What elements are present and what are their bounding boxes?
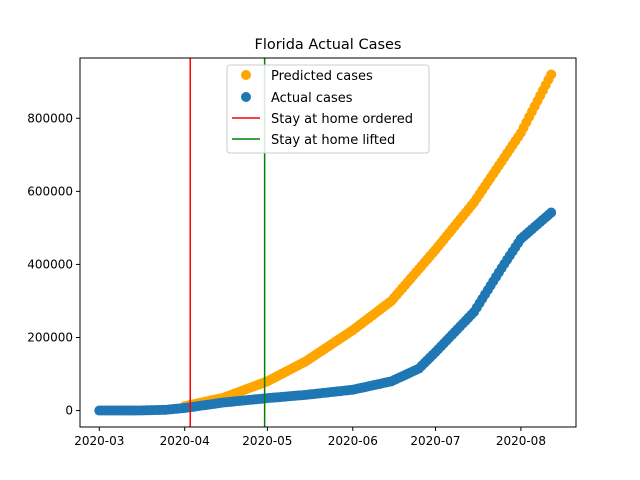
axes-frame xyxy=(79,57,577,428)
y-tick-label: 600000 xyxy=(27,184,73,198)
x-tick-label: 2020-04 xyxy=(160,434,210,448)
legend-label-lifted: Stay at home lifted xyxy=(271,133,395,148)
legend: Predicted cases Actual cases Stay at hom… xyxy=(226,64,430,154)
y-tick-label: 800000 xyxy=(27,111,73,125)
legend-label-actual: Actual cases xyxy=(271,91,353,106)
legend-label-predicted: Predicted cases xyxy=(271,69,373,84)
x-tick-label: 2020-08 xyxy=(496,434,546,448)
x-tick-label: 2020-05 xyxy=(242,434,292,448)
point-predicted-cases xyxy=(546,69,557,80)
legend-label-ordered: Stay at home ordered xyxy=(271,112,413,127)
y-tick-label: 200000 xyxy=(27,330,73,344)
y-tick-label: 400000 xyxy=(27,257,73,271)
legend-marker-actual xyxy=(241,92,251,102)
legend-box xyxy=(226,64,430,154)
legend-marker-predicted xyxy=(241,70,251,80)
y-tick-label: 0 xyxy=(65,404,73,418)
x-axis: 2020-03 2020-04 2020-05 2020-06 2020-07 2020-… xyxy=(74,427,546,448)
point-actual-cases xyxy=(546,207,557,218)
x-tick-label: 2020-06 xyxy=(328,434,378,448)
plot-area xyxy=(94,58,557,427)
y-axis: 0 200000 400000 600000 800000 xyxy=(27,111,80,418)
x-tick-label: 2020-07 xyxy=(410,434,460,448)
chart-title: Florida Actual Cases xyxy=(254,37,401,53)
x-tick-label: 2020-03 xyxy=(74,434,124,448)
